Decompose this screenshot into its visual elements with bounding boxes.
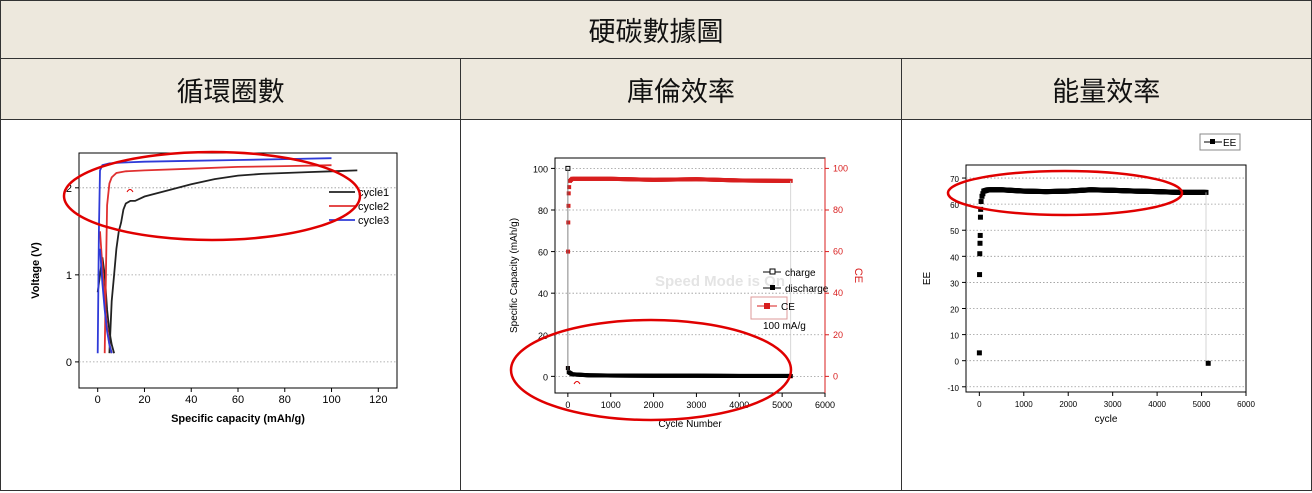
plot-frame (79, 153, 397, 388)
ee-chart: 0 1000 2000 3000 4000 5000 6000 -10 0 10 20 30 40 50 6… (902, 120, 1310, 490)
y-tick-label: 50 (950, 227, 959, 236)
legend-label-charge: charge (785, 268, 816, 279)
cell-voltage-chart: 0 20 40 60 80 100 120 0 1 2 Specific capacity (mAh… (1, 120, 461, 491)
legend-marker-discharge (770, 285, 775, 290)
x-tick-label: 5000 (1192, 400, 1210, 409)
y-tick-label: 0 (954, 358, 959, 367)
y-tick-label: 60 (538, 248, 548, 258)
x-tick-label: 0 (566, 400, 571, 410)
y-tick-label: 0 (66, 357, 72, 369)
header-energy-efficiency: 能量效率 (901, 59, 1311, 120)
header-coulombic-efficiency: 庫倫效率 (461, 59, 901, 120)
y-tick-label: 10 (950, 332, 959, 341)
x-tick-label: 0 (977, 400, 982, 409)
cell-ce-chart: 0 1000 2000 3000 4000 5000 6000 0 20 40 60 80 100 Cyc… (461, 120, 901, 491)
y-tick-label: 30 (950, 279, 959, 288)
ee-point (977, 251, 982, 256)
legend-label-cycle2: cycle2 (358, 201, 389, 213)
y-tick-label: 40 (538, 289, 548, 299)
y-tick-label: 40 (950, 253, 959, 262)
x-tick-label: 60 (232, 394, 244, 406)
x-tick-label: 5000 (772, 400, 792, 410)
x-tick-label: 6000 (815, 400, 835, 410)
y-axis-label: Voltage (V) (30, 242, 42, 299)
note-rate: 100 mA/g (763, 321, 806, 332)
ce-point (567, 191, 571, 195)
x-tick-label: 0 (95, 394, 101, 406)
x-tick-label: 1000 (1014, 400, 1032, 409)
ee-point (1205, 361, 1210, 366)
legend-label-ee: EE (1223, 138, 1237, 149)
cell-ee-chart: 0 1000 2000 3000 4000 5000 6000 -10 0 10 20 30 40 50 6… (901, 120, 1311, 491)
ee-point (978, 199, 983, 204)
y-tick-label: 0 (543, 372, 548, 382)
y2-tick-label: 100 (833, 163, 848, 173)
x-axis-label: Specific capacity (mAh/g) (171, 413, 305, 425)
y2-tick-label: 60 (833, 247, 843, 257)
legend-marker-charge (770, 269, 775, 274)
x-tick-label: 20 (138, 394, 150, 406)
y-axis-label: Specific Capacity (mAh/g) (509, 218, 520, 333)
y-tick-label: 100 (533, 164, 548, 174)
y2-tick-label: 0 (833, 371, 838, 381)
x-tick-label: 100 (322, 394, 340, 406)
ee-point (977, 272, 982, 277)
ee-point (978, 215, 983, 220)
ee-point (977, 241, 982, 246)
plot-frame (966, 165, 1246, 392)
watermark: Speed Mode is On (655, 273, 785, 290)
y2-tick-label: 20 (833, 330, 843, 340)
legend-label-ce: CE (781, 302, 795, 313)
y-tick-label: 80 (538, 206, 548, 216)
y2-tick-label: 40 (833, 288, 843, 298)
y-tick-label: 20 (950, 306, 959, 315)
header-cycle-count: 循環圈數 (1, 59, 461, 120)
voltage-chart: 0 20 40 60 80 100 120 0 1 2 Specific capacity (mAh… (1, 120, 459, 490)
y-tick-label: 1 (66, 270, 72, 282)
x-tick-label: 80 (279, 394, 291, 406)
x-axis-label: cycle (1094, 414, 1117, 425)
ee-point (977, 233, 982, 238)
legend-marker-ce (764, 303, 770, 309)
legend-label-discharge: discharge (785, 284, 829, 295)
legend-label-cycle1: cycle1 (358, 187, 389, 199)
ce-chart: 0 1000 2000 3000 4000 5000 6000020406080100Cyc… (461, 120, 899, 490)
y2-axis-label: CE (852, 268, 864, 283)
x-tick-label: 3000 (687, 400, 707, 410)
x-tick-label: 2000 (1059, 400, 1077, 409)
ce-point (567, 204, 571, 208)
legend-marker-ee (1210, 139, 1215, 144)
x-tick-label: 2000 (644, 400, 664, 410)
x-tick-label: 3000 (1103, 400, 1121, 409)
page-title: 硬碳數據圖 (1, 1, 1312, 59)
y-tick-label: -10 (947, 384, 959, 393)
x-tick-label: 6000 (1237, 400, 1255, 409)
x-tick-label: 40 (185, 394, 197, 406)
x-tick-label: 1000 (601, 400, 621, 410)
y-axis-label: EE (922, 272, 933, 286)
ee-point (976, 350, 981, 355)
x-tick-label: 4000 (1148, 400, 1166, 409)
y2-tick-label: 80 (833, 205, 843, 215)
x-tick-label: 120 (369, 394, 387, 406)
legend-label-cycle3: cycle3 (358, 215, 389, 227)
